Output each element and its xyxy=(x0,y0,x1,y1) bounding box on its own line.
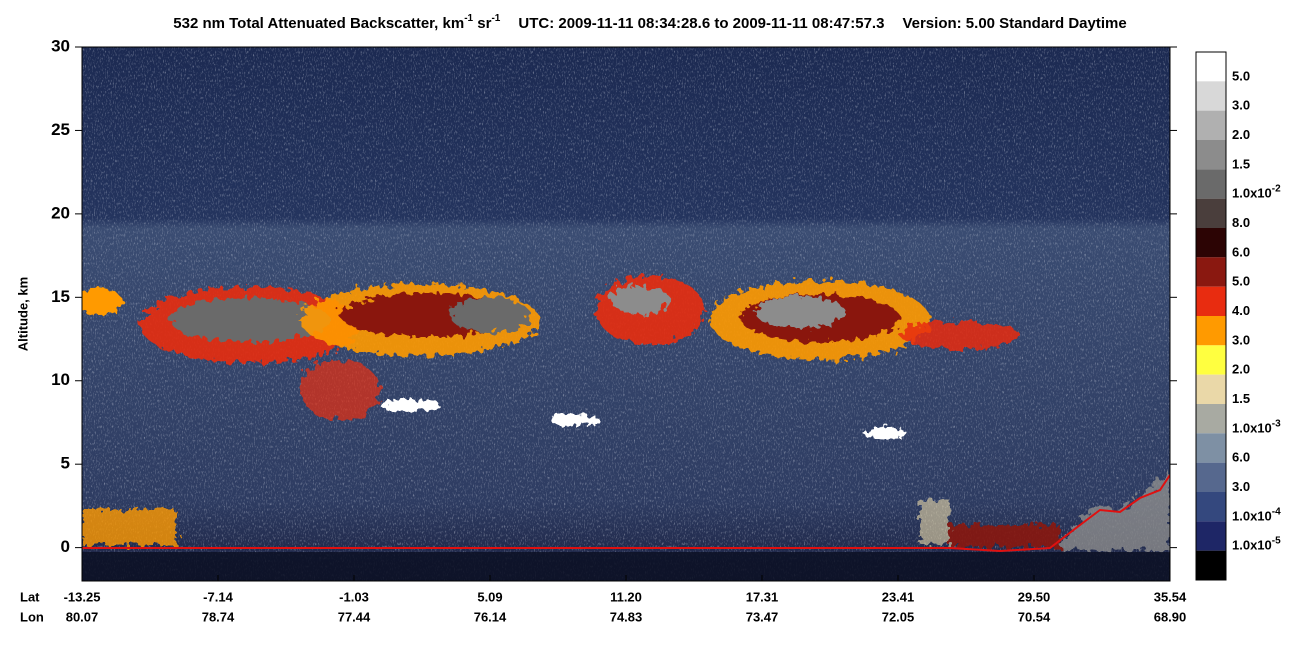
colorbar-box xyxy=(1196,345,1226,375)
colorbar-label-text: 2.0 xyxy=(1232,127,1250,142)
colorbar-label: 5.0 xyxy=(1232,69,1250,84)
x-tick-label: 76.14 xyxy=(474,609,507,624)
x-tick-label: 74.83 xyxy=(610,609,643,624)
y-tick-label: 5 xyxy=(61,454,70,473)
colorbar-label-text: 5.0 xyxy=(1232,274,1250,289)
colorbar-box xyxy=(1196,374,1226,404)
colorbar-label-text: 3.0 xyxy=(1232,333,1250,348)
x-tick-label: 35.54 xyxy=(1154,589,1187,604)
y-tick-label: 20 xyxy=(51,203,70,222)
colorbar-label: 3.0 xyxy=(1232,479,1250,494)
x-tick-label: -13.25 xyxy=(64,589,101,604)
colorbar-label-sup: -2 xyxy=(1272,183,1281,194)
colorbar-label: 2.0 xyxy=(1232,127,1250,142)
colorbar-frame xyxy=(1195,51,1227,581)
colorbar-label-text: 1.5 xyxy=(1232,157,1250,172)
y-tick-label: 10 xyxy=(51,370,70,389)
colorbar-label: 1.0x10-5 xyxy=(1232,535,1281,553)
colorbar-box xyxy=(1196,169,1226,199)
colorbar-box xyxy=(1196,110,1226,140)
colorbar-box xyxy=(1196,462,1226,492)
x-tick-label: 78.74 xyxy=(202,609,235,624)
colorbar-label: 1.5 xyxy=(1232,391,1250,406)
x-tick-label: 80.07 xyxy=(66,609,99,624)
colorbar-box xyxy=(1196,81,1226,111)
colorbar-label: 4.0 xyxy=(1232,303,1250,318)
colorbar-label: 3.0 xyxy=(1232,98,1250,113)
colorbar-box xyxy=(1196,404,1226,434)
colorbar-label-sup: -3 xyxy=(1272,418,1281,429)
colorbar-label: 5.0 xyxy=(1232,274,1250,289)
x-tick-label: 73.47 xyxy=(746,609,779,624)
colorbar-label: 1.0x10-3 xyxy=(1232,418,1281,436)
colorbar-label: 6.0 xyxy=(1232,245,1250,260)
x-tick-label: 72.05 xyxy=(882,609,915,624)
colorbar-label-sup: -5 xyxy=(1272,535,1281,546)
colorbar-label-text: 6.0 xyxy=(1232,450,1250,465)
colorbar-label-text: 4.0 xyxy=(1232,303,1250,318)
colorbar-label: 8.0 xyxy=(1232,215,1250,230)
colorbar-box xyxy=(1196,521,1226,551)
x-tick-label: 17.31 xyxy=(746,589,779,604)
colorbar-label: 6.0 xyxy=(1232,450,1250,465)
colorbar-label-text: 6.0 xyxy=(1232,245,1250,260)
colorbar-box xyxy=(1196,286,1226,316)
y-tick-label: 25 xyxy=(51,120,70,139)
x-tick-label: 68.90 xyxy=(1154,609,1187,624)
x-tick-label: 29.50 xyxy=(1018,589,1051,604)
curtain-image xyxy=(82,47,1170,581)
y-tick-label: 30 xyxy=(51,36,70,55)
cloud-layer xyxy=(82,276,1170,550)
x-tick-label: -7.14 xyxy=(203,589,233,604)
colorbar-label-text: 1.0x10 xyxy=(1232,538,1272,553)
colorbar-label-text: 3.0 xyxy=(1232,479,1250,494)
title-part: UTC: 2009-11-11 08:34:28.6 to 2009-11-11… xyxy=(518,15,884,32)
x-row-name: Lon xyxy=(20,609,44,624)
x-tick-label: 23.41 xyxy=(882,589,915,604)
y-axis-label: Altitude, km xyxy=(15,277,30,351)
title-part: Version: 5.00 Standard Daytime xyxy=(902,15,1126,32)
y-tick-label: 15 xyxy=(51,287,70,306)
colorbar-box xyxy=(1196,257,1226,287)
colorbar-label: 1.5 xyxy=(1232,157,1250,172)
colorbar-label-text: 5.0 xyxy=(1232,69,1250,84)
title-part: 532 nm Total Attenuated Backscatter, km xyxy=(173,15,464,32)
title-part: sr xyxy=(473,15,492,32)
title-sup: -1 xyxy=(491,13,500,24)
colorbar-box xyxy=(1196,228,1226,258)
colorbar-label-text: 2.0 xyxy=(1232,362,1250,377)
x-tick-label: -1.03 xyxy=(339,589,369,604)
colorbar-label-text: 1.0x10 xyxy=(1232,421,1272,436)
colorbar-label-sup: -4 xyxy=(1272,506,1281,517)
colorbar-label-text: 1.0x10 xyxy=(1232,509,1272,524)
colorbar-box xyxy=(1196,52,1226,82)
colorbar-label: 2.0 xyxy=(1232,362,1250,377)
chart-title: 532 nm Total Attenuated Backscatter, km-… xyxy=(173,13,1126,32)
surface-line xyxy=(82,474,1170,553)
colorbar-label: 1.0x10-4 xyxy=(1232,506,1281,524)
x-tick-label: 77.44 xyxy=(338,609,371,624)
x-tick-label: 70.54 xyxy=(1018,609,1051,624)
y-tick-label: 0 xyxy=(61,537,70,556)
colorbar-label: 1.0x10-2 xyxy=(1232,183,1281,201)
colorbar-label: 3.0 xyxy=(1232,333,1250,348)
x-tick-label: 5.09 xyxy=(477,589,502,604)
colorbar-label-text: 1.0x10 xyxy=(1232,186,1272,201)
colorbar-box xyxy=(1196,433,1226,463)
colorbar-box xyxy=(1196,316,1226,346)
colorbar-box xyxy=(1196,140,1226,170)
colorbar-box xyxy=(1196,492,1226,522)
colorbar-label-text: 1.5 xyxy=(1232,391,1250,406)
x-row-name: Lat xyxy=(20,589,40,604)
colorbar-box xyxy=(1196,198,1226,228)
colorbar-label-text: 3.0 xyxy=(1232,98,1250,113)
colorbar-box xyxy=(1196,550,1226,580)
x-tick-label: 11.20 xyxy=(610,589,642,604)
title-sup: -1 xyxy=(464,13,473,24)
colorbar-label-text: 8.0 xyxy=(1232,215,1250,230)
